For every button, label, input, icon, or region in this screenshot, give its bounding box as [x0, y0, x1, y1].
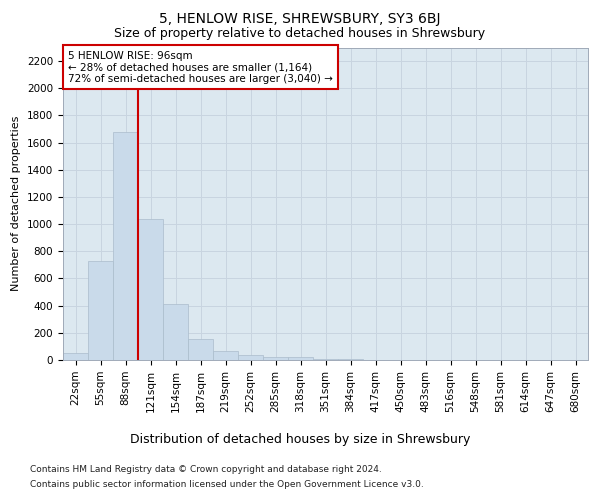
Text: Contains HM Land Registry data © Crown copyright and database right 2024.: Contains HM Land Registry data © Crown c…	[30, 465, 382, 474]
Text: 5 HENLOW RISE: 96sqm
← 28% of detached houses are smaller (1,164)
72% of semi-de: 5 HENLOW RISE: 96sqm ← 28% of detached h…	[68, 50, 333, 84]
Y-axis label: Number of detached properties: Number of detached properties	[11, 116, 22, 292]
Bar	[138, 218, 163, 360]
Bar	[313, 358, 338, 360]
Bar	[88, 261, 113, 360]
Bar	[63, 353, 88, 360]
Bar	[263, 358, 288, 360]
Bar	[213, 351, 238, 360]
Bar	[238, 355, 263, 360]
Text: Distribution of detached houses by size in Shrewsbury: Distribution of detached houses by size …	[130, 432, 470, 446]
Text: Size of property relative to detached houses in Shrewsbury: Size of property relative to detached ho…	[115, 28, 485, 40]
Bar	[288, 358, 313, 360]
Bar	[163, 304, 188, 360]
Bar	[188, 339, 213, 360]
Bar	[113, 132, 138, 360]
Text: 5, HENLOW RISE, SHREWSBURY, SY3 6BJ: 5, HENLOW RISE, SHREWSBURY, SY3 6BJ	[159, 12, 441, 26]
Text: Contains public sector information licensed under the Open Government Licence v3: Contains public sector information licen…	[30, 480, 424, 489]
